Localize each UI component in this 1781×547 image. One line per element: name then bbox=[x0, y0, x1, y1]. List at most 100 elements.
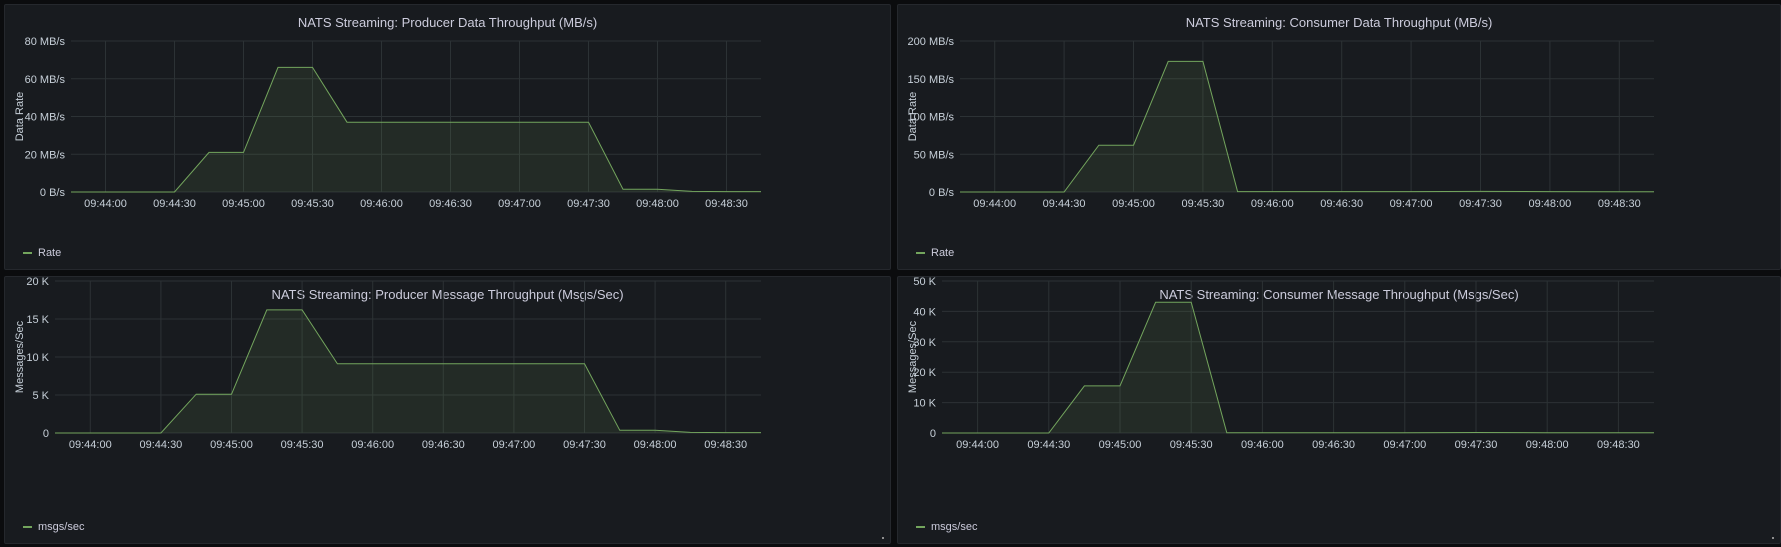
y-tick-label: 60 MB/s bbox=[25, 74, 66, 86]
series-line bbox=[55, 309, 761, 434]
y-tick-label: 40 K bbox=[913, 306, 936, 318]
x-tick-label: 09:48:30 bbox=[705, 198, 748, 210]
x-tick-label: 09:47:30 bbox=[567, 198, 610, 210]
panel-title[interactable]: NATS Streaming: Consumer Message Through… bbox=[1159, 287, 1519, 302]
panel-title[interactable]: NATS Streaming: Consumer Data Throughput… bbox=[1185, 15, 1493, 30]
chart-consumer-data-throughput: 0 B/s 50 MB/s 100 MB/s 150 MB/s 200 MB/s 09:4… bbox=[907, 36, 1655, 210]
panel-title[interactable]: NATS Streaming: Producer Message Through… bbox=[271, 287, 624, 302]
x-tick-label: 09:48:30 bbox=[1597, 439, 1640, 451]
legend-label[interactable]: msgs/sec bbox=[38, 521, 85, 533]
x-tick-label: 09:45:00 bbox=[1112, 198, 1155, 210]
grid-lines bbox=[71, 40, 761, 193]
x-tick-label: 09:45:30 bbox=[281, 439, 324, 451]
y-tick-label: 50 K bbox=[913, 277, 936, 288]
legend[interactable]: msgs/sec bbox=[23, 521, 84, 533]
y-tick-label: 100 MB/s bbox=[908, 112, 955, 124]
series-area-fill bbox=[71, 67, 761, 192]
x-tick-label: 09:45:00 bbox=[1099, 439, 1142, 451]
legend-label[interactable]: Rate bbox=[931, 247, 955, 259]
y-tick-label: 20 K bbox=[26, 277, 49, 288]
legend-swatch bbox=[916, 526, 925, 528]
legend[interactable]: msgs/sec bbox=[916, 521, 977, 533]
x-tick-label: 09:48:00 bbox=[1526, 439, 1569, 451]
chart-producer-message-throughput: 0 5 K 10 K 15 K 20 K 09:44:00 09:44:30 09:45:00… bbox=[14, 277, 762, 451]
x-tick-label: 09:45:30 bbox=[291, 198, 334, 210]
x-tick-label: 09:44:00 bbox=[69, 439, 112, 451]
x-tick-label: 09:48:00 bbox=[636, 198, 679, 210]
y-axis-title: Data Rate bbox=[907, 92, 919, 142]
x-tick-label: 09:45:00 bbox=[222, 198, 265, 210]
x-tick-label: 09:44:30 bbox=[1027, 439, 1070, 451]
x-tick-label: 09:46:00 bbox=[1251, 198, 1294, 210]
x-tick-label: 09:48:30 bbox=[704, 439, 747, 451]
chart-consumer-message-throughput: 0 10 K 20 K 30 K 40 K 50 K 09:44:00 09:44:30 09:… bbox=[907, 277, 1655, 451]
x-tick-label: 09:46:00 bbox=[1241, 439, 1284, 451]
x-tick-label: 09:46:30 bbox=[422, 439, 465, 451]
x-tick-label: 09:45:00 bbox=[210, 439, 253, 451]
y-axis-title: Messages/Sec bbox=[907, 320, 919, 393]
x-tick-label: 09:44:30 bbox=[139, 439, 182, 451]
y-tick-label: 80 MB/s bbox=[25, 36, 66, 48]
y-tick-label: 50 MB/s bbox=[914, 149, 955, 161]
y-tick-label: 40 MB/s bbox=[25, 112, 66, 124]
chart-producer-data-throughput: 0 B/s 20 MB/s 40 MB/s 60 MB/s 80 MB/s 09:44:0… bbox=[14, 36, 762, 210]
series-area-fill bbox=[55, 309, 761, 433]
panel-producer-data-throughput[interactable]: NATS Streaming: Producer Data Throughput… bbox=[4, 4, 891, 270]
x-tick-label: 09:47:30 bbox=[1455, 439, 1498, 451]
resize-handle[interactable] bbox=[1772, 537, 1774, 539]
y-axis-title: Messages/Sec bbox=[14, 320, 26, 393]
series-line bbox=[942, 301, 1654, 434]
legend[interactable]: Rate bbox=[916, 247, 954, 259]
legend-label[interactable]: msgs/sec bbox=[931, 521, 978, 533]
panel-title[interactable]: NATS Streaming: Producer Data Throughput… bbox=[297, 15, 598, 30]
y-tick-label: 15 K bbox=[26, 314, 49, 326]
x-tick-label: 09:46:00 bbox=[351, 439, 394, 451]
x-tick-label: 09:47:00 bbox=[498, 198, 541, 210]
x-tick-label: 09:44:30 bbox=[1043, 198, 1086, 210]
x-tick-label: 09:44:00 bbox=[956, 439, 999, 451]
series-line bbox=[71, 66, 761, 193]
y-tick-label: 200 MB/s bbox=[908, 36, 955, 48]
x-tick-label: 09:44:30 bbox=[153, 198, 196, 210]
x-tick-label: 09:46:30 bbox=[1320, 198, 1363, 210]
resize-handle[interactable] bbox=[882, 537, 884, 539]
panel-consumer-message-throughput[interactable]: NATS Streaming: Consumer Message Through… bbox=[897, 276, 1781, 544]
y-tick-label: 0 B/s bbox=[929, 187, 955, 199]
y-tick-label: 20 K bbox=[913, 367, 936, 379]
series-area-fill bbox=[960, 61, 1654, 193]
series-line bbox=[960, 60, 1654, 193]
x-tick-label: 09:46:00 bbox=[360, 198, 403, 210]
series-area-fill bbox=[942, 302, 1654, 433]
y-tick-label: 0 bbox=[43, 428, 49, 440]
panel-consumer-data-throughput[interactable]: NATS Streaming: Consumer Data Throughput… bbox=[897, 4, 1781, 270]
panel-producer-message-throughput[interactable]: NATS Streaming: Producer Message Through… bbox=[4, 276, 891, 544]
y-tick-label: 0 bbox=[930, 428, 936, 440]
legend-label[interactable]: Rate bbox=[38, 247, 62, 259]
legend-swatch bbox=[23, 526, 32, 528]
x-tick-label: 09:47:00 bbox=[492, 439, 535, 451]
y-axis-title: Data Rate bbox=[14, 92, 26, 142]
y-tick-label: 5 K bbox=[32, 390, 49, 402]
x-tick-label: 09:47:00 bbox=[1383, 439, 1426, 451]
x-tick-label: 09:46:30 bbox=[1312, 439, 1355, 451]
x-tick-label: 09:48:00 bbox=[634, 439, 677, 451]
x-tick-label: 09:46:30 bbox=[429, 198, 472, 210]
x-tick-label: 09:44:00 bbox=[84, 198, 127, 210]
x-tick-label: 09:47:30 bbox=[563, 439, 606, 451]
x-tick-label: 09:47:30 bbox=[1459, 198, 1502, 210]
x-tick-label: 09:44:00 bbox=[973, 198, 1016, 210]
x-tick-label: 09:45:30 bbox=[1181, 198, 1224, 210]
x-tick-label: 09:48:30 bbox=[1598, 198, 1641, 210]
legend[interactable]: Rate bbox=[23, 247, 61, 259]
legend-swatch bbox=[23, 252, 32, 254]
x-tick-label: 09:47:00 bbox=[1390, 198, 1433, 210]
grid-lines bbox=[942, 280, 1654, 434]
y-tick-label: 150 MB/s bbox=[908, 74, 955, 86]
legend-swatch bbox=[916, 252, 925, 254]
y-tick-label: 30 K bbox=[913, 337, 936, 349]
y-tick-label: 10 K bbox=[26, 352, 49, 364]
y-tick-label: 10 K bbox=[913, 398, 936, 410]
x-tick-label: 09:48:00 bbox=[1528, 198, 1571, 210]
grid-lines bbox=[55, 280, 761, 434]
grid-lines bbox=[960, 40, 1654, 193]
